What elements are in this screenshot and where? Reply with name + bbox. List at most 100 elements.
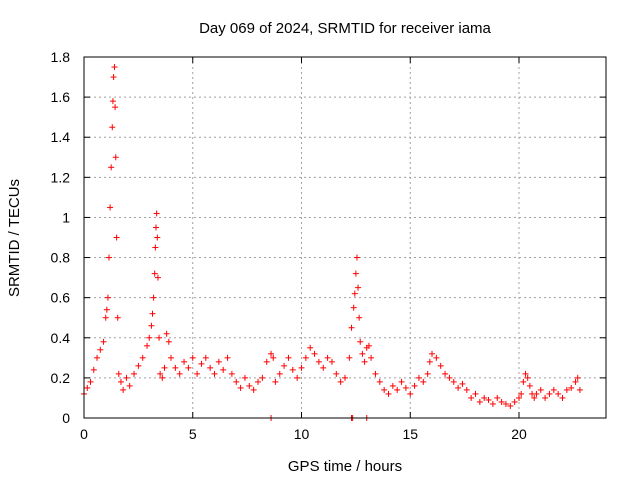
data-point	[131, 370, 138, 377]
data-point	[346, 354, 353, 361]
data-point	[100, 338, 107, 345]
data-point	[442, 370, 449, 377]
data-point	[385, 390, 392, 397]
data-point	[520, 378, 527, 385]
data-point	[563, 386, 570, 393]
data-point	[117, 378, 124, 385]
data-point	[103, 306, 110, 313]
data-point	[402, 384, 409, 391]
data-point	[194, 370, 201, 377]
data-point	[433, 354, 440, 361]
data-point	[176, 370, 183, 377]
data-point	[437, 362, 444, 369]
data-point	[84, 384, 91, 391]
data-point	[281, 362, 288, 369]
data-point	[270, 354, 277, 361]
data-point	[381, 386, 388, 393]
data-point	[446, 374, 453, 381]
data-point	[113, 234, 120, 241]
data-point	[311, 350, 318, 357]
data-point	[237, 384, 244, 391]
data-point	[485, 396, 492, 403]
data-point	[106, 254, 113, 261]
data-point	[359, 350, 366, 357]
data-point	[574, 374, 581, 381]
data-point	[115, 370, 122, 377]
data-point	[198, 360, 205, 367]
data-point	[151, 270, 158, 277]
data-point	[123, 374, 130, 381]
data-point	[372, 370, 379, 377]
data-point	[144, 342, 151, 349]
y-tick-label: 0.2	[51, 370, 71, 386]
x-tick-label: 5	[189, 426, 197, 442]
data-point	[233, 378, 240, 385]
data-point	[228, 370, 235, 377]
data-point	[302, 354, 309, 361]
data-point	[294, 374, 301, 381]
y-tick-label: 1.6	[51, 89, 71, 105]
data-point	[172, 364, 179, 371]
x-tick-label: 20	[511, 426, 527, 442]
data-point	[156, 334, 163, 341]
data-point	[355, 284, 362, 291]
data-point	[120, 386, 127, 393]
data-point	[376, 378, 383, 385]
data-point	[522, 370, 529, 377]
y-tick-label: 0	[62, 410, 70, 426]
data-point	[289, 366, 296, 373]
x-tick-labels: 0 5 10 15 20	[80, 426, 527, 442]
data-point	[268, 350, 275, 357]
y-tick-labels: 0 0.2 0.4 0.6 0.8 1 1.2 1.4 1.6 1.8	[51, 49, 71, 426]
data-point	[241, 374, 248, 381]
data-point	[365, 342, 372, 349]
data-point	[353, 254, 360, 261]
grid-layer	[84, 57, 606, 418]
data-point	[255, 378, 261, 385]
data-point	[259, 374, 266, 381]
data-point	[511, 398, 518, 405]
y-tick-label: 1.2	[51, 169, 71, 185]
data-point	[389, 382, 396, 389]
data-point	[348, 324, 355, 331]
data-point	[148, 322, 155, 329]
data-point	[154, 234, 161, 241]
data-point	[531, 394, 538, 401]
data-point	[333, 370, 340, 377]
data-point	[149, 310, 156, 317]
data-point	[411, 382, 418, 389]
y-tick-label: 1.4	[51, 129, 71, 145]
x-tick-label: 10	[294, 426, 310, 442]
data-point	[102, 314, 109, 321]
y-tick-label: 0.6	[51, 290, 71, 306]
data-point	[394, 386, 401, 393]
data-point	[459, 380, 466, 387]
data-point	[114, 314, 121, 321]
data-points	[81, 64, 583, 421]
data-point	[246, 382, 253, 389]
data-point	[90, 366, 97, 373]
data-point	[181, 358, 188, 365]
data-point	[276, 370, 283, 377]
data-point	[135, 362, 142, 369]
data-point	[455, 384, 462, 391]
data-point	[152, 224, 159, 231]
data-point	[450, 378, 457, 385]
data-point	[220, 366, 227, 373]
data-point	[537, 386, 544, 393]
data-point	[472, 390, 479, 397]
data-point	[109, 124, 116, 131]
data-point	[516, 394, 522, 401]
data-point	[94, 354, 101, 361]
data-point	[555, 390, 562, 397]
data-point	[368, 354, 375, 361]
data-point	[526, 382, 533, 389]
data-point	[494, 394, 501, 401]
data-point	[576, 386, 583, 393]
data-point	[568, 384, 575, 391]
data-point	[481, 394, 488, 401]
data-point	[211, 370, 218, 377]
data-point	[159, 374, 166, 381]
y-axis-label: SRMTID / TECUs	[6, 179, 23, 297]
data-point	[224, 354, 231, 361]
